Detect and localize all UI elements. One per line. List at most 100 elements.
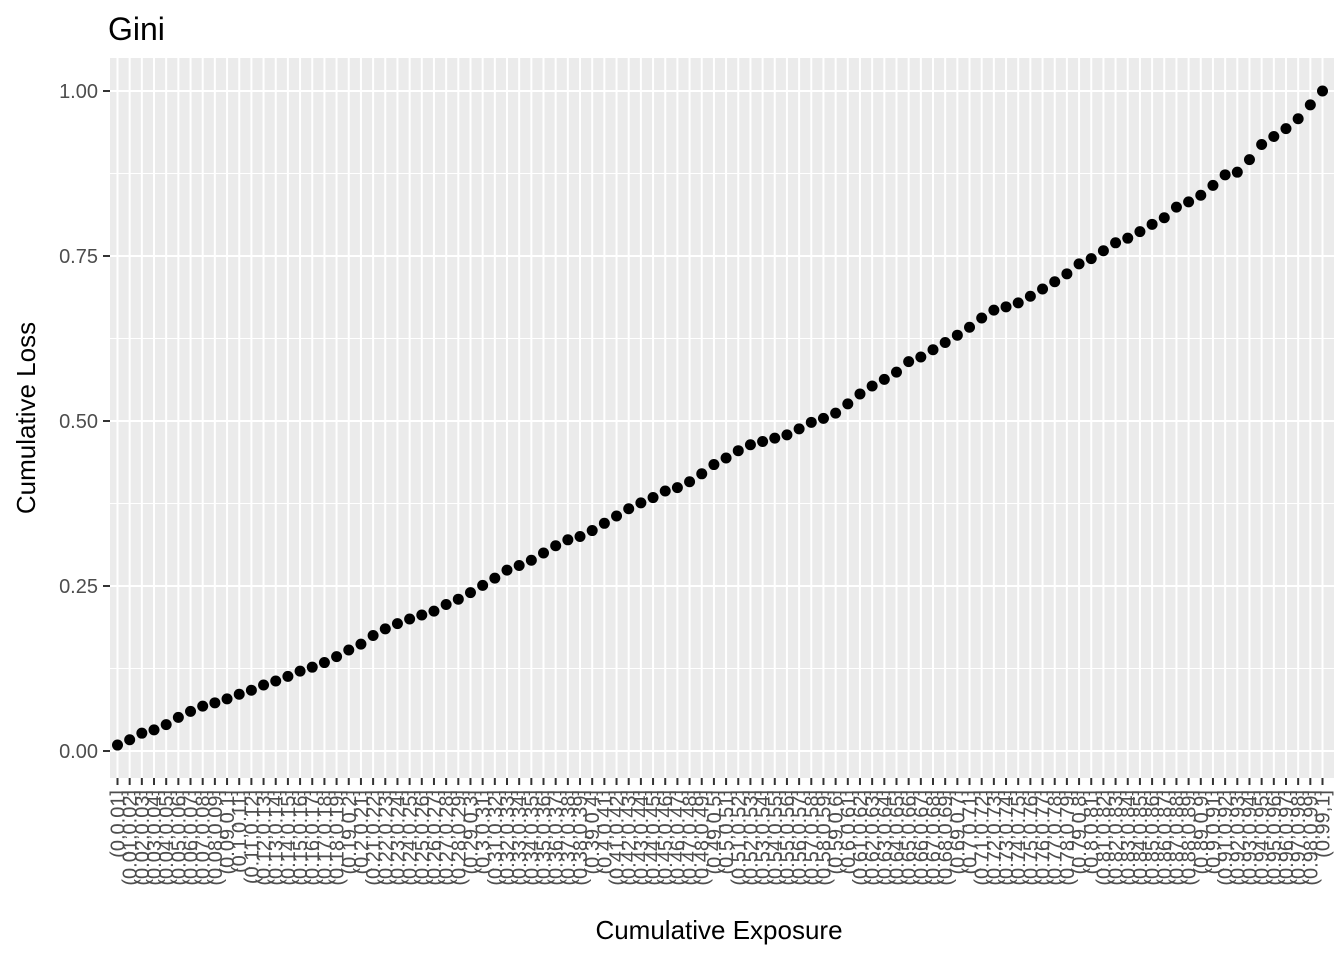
x-tick-label: (0.46,0.47]	[667, 790, 689, 886]
x-tick-label: (0.68,0.69]	[935, 790, 957, 886]
data-point	[464, 587, 476, 599]
data-point	[927, 344, 939, 356]
data-point	[258, 679, 270, 691]
x-tick-label: (0.25,0.26]	[412, 790, 434, 886]
data-point	[1073, 258, 1085, 270]
data-point	[1292, 113, 1304, 125]
data-point	[343, 644, 355, 656]
data-point	[1097, 245, 1109, 257]
data-point	[1049, 276, 1061, 288]
x-tick-label: (0.61,0.62]	[850, 790, 872, 886]
x-tick-label: (0.48,0.49]	[692, 790, 714, 886]
x-tick-label: (0.84,0.85]	[1130, 790, 1152, 886]
data-point	[574, 531, 586, 542]
x-tick-label: (0.36,0.37]	[546, 790, 568, 886]
x-tick-label: (0.91,0.92]	[1215, 790, 1237, 886]
x-tick-label: (0.03,0.04]	[144, 790, 166, 886]
x-tick-label: (0.39,0.4]	[582, 790, 604, 875]
x-tick-label: (0.11,0.12]	[241, 790, 263, 884]
data-point	[1158, 212, 1170, 224]
data-point	[1195, 189, 1207, 201]
x-tick-label: (0.31,0.32]	[485, 790, 507, 886]
data-point	[1146, 218, 1158, 230]
x-tick-label: (0.2,0.21]	[351, 790, 373, 875]
x-tick-label: (0.76,0.77]	[1033, 790, 1055, 886]
data-point	[489, 572, 501, 584]
data-point	[197, 700, 209, 712]
x-tick-label: (0.42,0.43]	[619, 790, 641, 886]
x-tick-label: (0.47,0.48]	[680, 790, 702, 886]
data-point	[659, 485, 671, 497]
data-point	[1122, 232, 1134, 244]
data-point	[294, 665, 306, 677]
data-point	[598, 517, 610, 529]
x-tick-label: (0.27,0.28]	[436, 790, 458, 886]
data-point	[185, 705, 197, 717]
data-point	[416, 609, 428, 621]
data-point	[1000, 301, 1012, 313]
data-point	[1183, 196, 1195, 208]
data-point	[245, 684, 257, 696]
x-tick-label: (0.65,0.66]	[899, 790, 921, 886]
data-point	[1280, 123, 1292, 135]
x-tick-label: (0.26,0.27]	[424, 790, 446, 886]
data-point	[1256, 138, 1268, 150]
data-point	[513, 560, 525, 572]
x-tick-label: (0.58,0.59]	[813, 790, 835, 886]
x-tick-label: (0.16,0.17]	[302, 790, 324, 886]
y-tick-label: 0.00	[59, 741, 98, 763]
x-tick-label: (0.81,0.82]	[1093, 790, 1115, 886]
data-point	[331, 651, 343, 663]
plot-panel	[110, 58, 1334, 778]
data-point	[586, 525, 598, 537]
data-point	[112, 739, 123, 751]
data-point	[221, 693, 233, 705]
data-point	[805, 416, 817, 428]
x-tick-label: (0.37,0.38]	[558, 790, 580, 886]
data-point	[209, 697, 221, 709]
x-tick-label: (0.15,0.16]	[290, 790, 312, 886]
data-point	[550, 540, 562, 552]
x-tick-label: (0.77,0.78]	[1045, 790, 1067, 886]
data-point	[976, 312, 988, 324]
x-tick-label: (0.28,0.29]	[448, 790, 470, 886]
data-point	[842, 398, 854, 410]
x-tick-label: (0.18,0.19]	[327, 790, 349, 886]
x-tick-label: (0.01,0.02]	[120, 790, 142, 886]
x-tick-label: (0.45,0.46]	[655, 790, 677, 886]
data-point	[964, 321, 976, 333]
y-tick-label: 0.50	[59, 411, 98, 433]
x-tick-label: (0,0.01]	[108, 790, 130, 858]
x-tick-label: (0.07,0.08]	[193, 790, 215, 886]
x-tick-label: (0.8,0.81]	[1081, 790, 1103, 875]
data-point	[890, 366, 902, 378]
y-tick-label: 0.75	[59, 246, 98, 268]
data-point	[793, 423, 805, 435]
x-tick-label: (0.7,0.71]	[960, 790, 982, 875]
data-point	[854, 388, 866, 400]
data-point	[708, 459, 720, 471]
data-point	[915, 351, 927, 363]
x-tick-label: (0.67,0.68]	[923, 790, 945, 886]
x-tick-label: (0.99,1]	[1313, 790, 1335, 858]
x-tick-label: (0.63,0.64]	[874, 790, 896, 886]
x-tick-label: (0.05,0.06]	[168, 790, 190, 886]
data-point	[318, 657, 330, 669]
data-point	[391, 618, 403, 630]
x-tick-label: (0.98,0.99]	[1300, 790, 1322, 886]
x-tick-label: (0.82,0.83]	[1106, 790, 1128, 886]
data-point	[1219, 169, 1231, 181]
data-point	[1268, 131, 1280, 143]
x-tick-label: (0.96,0.97]	[1276, 790, 1298, 886]
data-point	[525, 554, 537, 566]
y-tick-label: 0.25	[59, 576, 98, 598]
x-tick-label: (0.5,0.51]	[716, 790, 738, 875]
data-point	[428, 605, 440, 617]
x-tick-label: (0.49,0.5]	[704, 790, 726, 875]
x-tick-label: (0.08,0.09]	[205, 790, 227, 886]
data-point	[866, 380, 878, 392]
data-point	[732, 445, 744, 457]
x-tick-label: (0.73,0.74]	[996, 790, 1018, 886]
x-tick-label: (0.52,0.53]	[740, 790, 762, 886]
